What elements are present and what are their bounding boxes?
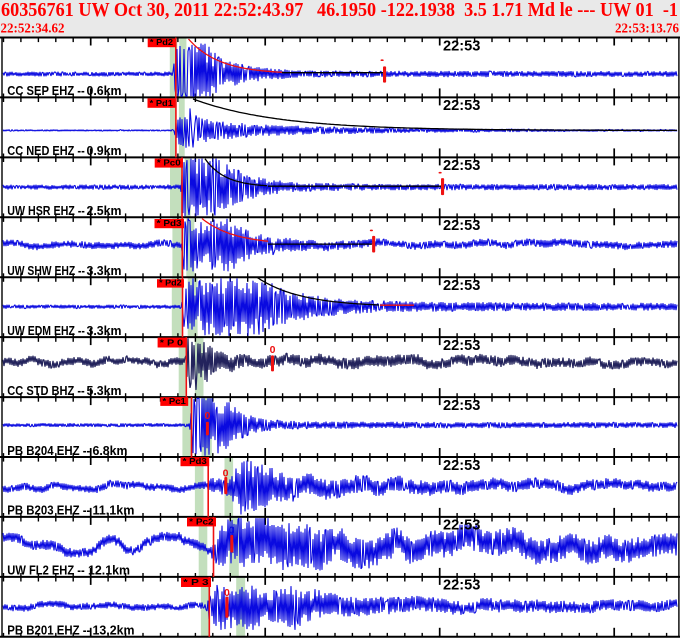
svg-text:0.9km: 0.9km bbox=[87, 143, 122, 158]
svg-text:* Pd3: * Pd3 bbox=[183, 457, 208, 466]
svg-text:UW SHW EHZ --: UW SHW EHZ -- bbox=[7, 263, 88, 278]
svg-text:5.3km: 5.3km bbox=[87, 383, 122, 398]
svg-text:PB B203 EHZ --: PB B203 EHZ -- bbox=[7, 503, 93, 518]
svg-text:22:53: 22:53 bbox=[443, 398, 480, 414]
svg-text:22:53: 22:53 bbox=[443, 578, 480, 594]
svg-text:12.1km: 12.1km bbox=[88, 563, 130, 578]
svg-text:22:53: 22:53 bbox=[443, 458, 480, 474]
svg-text:13.2km: 13.2km bbox=[93, 623, 135, 638]
svg-text:CC SEP EHZ --: CC SEP EHZ -- bbox=[7, 83, 88, 98]
svg-text:* Pc1: * Pc1 bbox=[163, 397, 187, 406]
svg-text:0.6km: 0.6km bbox=[87, 83, 122, 98]
svg-text:22:53: 22:53 bbox=[443, 278, 480, 294]
svg-text:22:53: 22:53 bbox=[443, 338, 480, 354]
svg-text:UW EDM EHZ --: UW EDM EHZ -- bbox=[7, 323, 88, 338]
svg-text:UW HSR EHZ --: UW HSR EHZ -- bbox=[7, 203, 88, 218]
svg-text:* Pc0: * Pc0 bbox=[157, 159, 181, 168]
svg-text:* Pd3: * Pd3 bbox=[157, 219, 182, 228]
svg-text:* Pd2: * Pd2 bbox=[159, 279, 182, 288]
svg-text:* P 0: * P 0 bbox=[160, 339, 184, 348]
svg-text:22:53: 22:53 bbox=[443, 158, 480, 174]
svg-text:CC STD BHZ --: CC STD BHZ -- bbox=[7, 383, 88, 398]
svg-text:0: 0 bbox=[204, 410, 210, 422]
svg-text:22:53: 22:53 bbox=[443, 518, 480, 534]
svg-text:0: 0 bbox=[223, 467, 229, 479]
svg-text:22:53:13.76: 22:53:13.76 bbox=[615, 20, 679, 35]
svg-text:22:53: 22:53 bbox=[443, 98, 480, 114]
svg-text:2.5km: 2.5km bbox=[87, 203, 122, 218]
svg-text:0: 0 bbox=[224, 587, 230, 599]
svg-text:22:53: 22:53 bbox=[443, 218, 480, 234]
svg-text:UW FL2 EHZ --: UW FL2 EHZ -- bbox=[7, 563, 88, 578]
svg-text:11.1km: 11.1km bbox=[93, 503, 135, 518]
svg-text:* P 3: * P 3 bbox=[183, 578, 209, 587]
svg-text:* Pc2: * Pc2 bbox=[189, 517, 214, 526]
svg-text:22:53: 22:53 bbox=[443, 38, 480, 54]
svg-text:3.3km: 3.3km bbox=[87, 323, 122, 338]
svg-text:6.8km: 6.8km bbox=[93, 443, 128, 458]
svg-text:CC NED EHZ --: CC NED EHZ -- bbox=[7, 143, 88, 158]
svg-text:60356761 UW Oct 30, 2011 22:52: 60356761 UW Oct 30, 2011 22:52:43.97 46.… bbox=[1, 0, 678, 21]
svg-text:3.3km: 3.3km bbox=[87, 263, 122, 278]
svg-text:PB B201 EHZ --: PB B201 EHZ -- bbox=[7, 623, 93, 638]
svg-text:0: 0 bbox=[229, 525, 235, 537]
svg-text:PB B204 EHZ --: PB B204 EHZ -- bbox=[7, 443, 93, 458]
svg-text:0: 0 bbox=[270, 344, 276, 356]
svg-text:22:52:34.62: 22:52:34.62 bbox=[1, 20, 65, 35]
svg-text:* Pd2: * Pd2 bbox=[150, 38, 174, 47]
svg-text:* Pd1: * Pd1 bbox=[150, 99, 174, 108]
